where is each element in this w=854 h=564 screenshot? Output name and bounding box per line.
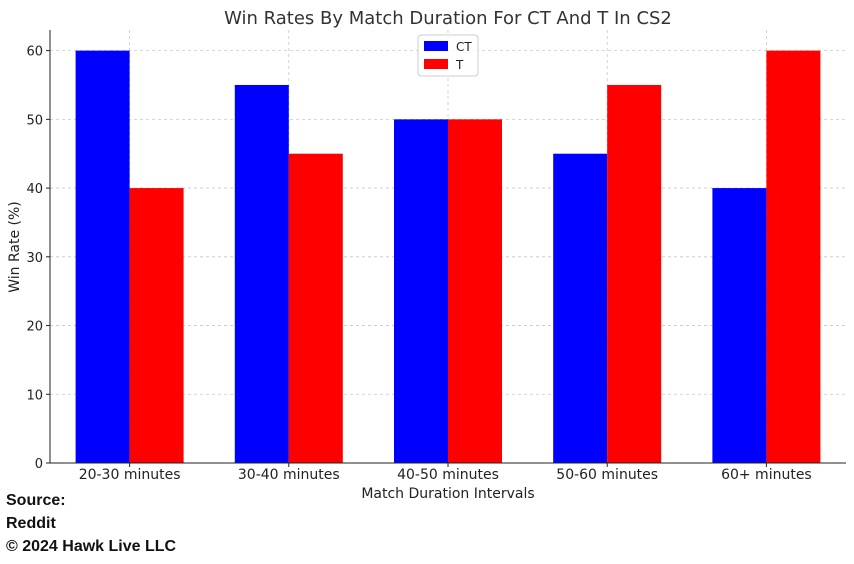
source-name: Reddit xyxy=(6,515,56,532)
y-tick-label: 60 xyxy=(26,45,43,60)
x-axis-label: Match Duration Intervals xyxy=(361,486,534,502)
y-axis-label: Win Rate (%) xyxy=(7,201,23,293)
bar-t-2 xyxy=(448,119,502,463)
bar-ct-3 xyxy=(553,153,608,463)
source-label: Source: xyxy=(6,492,66,509)
legend-label-ct: CT xyxy=(456,40,472,54)
y-tick-label: 10 xyxy=(26,388,43,403)
bar-ct-1 xyxy=(234,84,289,463)
y-tick-labels: 0 10 20 30 40 50 60 xyxy=(26,45,43,472)
bar-ct-2 xyxy=(394,119,448,463)
y-tick-label: 20 xyxy=(26,320,43,335)
axes xyxy=(46,30,846,467)
x-tick-label: 40-50 minutes xyxy=(397,467,499,483)
x-tick-label: 50-60 minutes xyxy=(556,467,658,483)
legend-label-t: T xyxy=(455,58,464,72)
x-tick-label: 60+ minutes xyxy=(721,467,812,483)
bar-ct-0 xyxy=(75,50,130,463)
x-tick-labels: 20-30 minutes 30-40 minutes 40-50 minutes 5… xyxy=(79,467,812,483)
x-tick-label: 20-30 minutes xyxy=(79,467,181,483)
chart-title: Win Rates By Match Duration For CT And T… xyxy=(224,8,672,29)
y-tick-label: 50 xyxy=(26,113,43,128)
bars-group xyxy=(75,50,821,464)
bar-t-4 xyxy=(766,50,821,463)
y-tick-label: 40 xyxy=(26,182,43,197)
y-tick-label: 0 xyxy=(35,457,43,472)
bar-t-0 xyxy=(129,188,184,464)
legend-swatch-ct xyxy=(424,41,448,51)
legend: CT T xyxy=(417,34,479,77)
bar-t-1 xyxy=(288,153,343,463)
bar-ct-4 xyxy=(712,188,767,464)
y-tick-label: 30 xyxy=(26,251,43,266)
copyright-notice: © 2024 Hawk Live LLC xyxy=(6,538,177,555)
x-tick-label: 30-40 minutes xyxy=(238,467,340,483)
bar-t-3 xyxy=(607,84,662,463)
legend-swatch-t xyxy=(424,59,448,69)
